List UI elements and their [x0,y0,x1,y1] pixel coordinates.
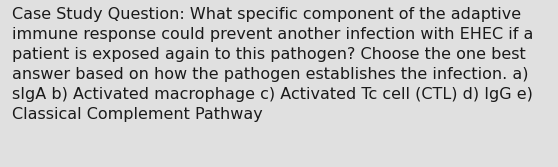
Text: Case Study Question: What specific component of the adaptive
immune response cou: Case Study Question: What specific compo… [12,7,533,122]
